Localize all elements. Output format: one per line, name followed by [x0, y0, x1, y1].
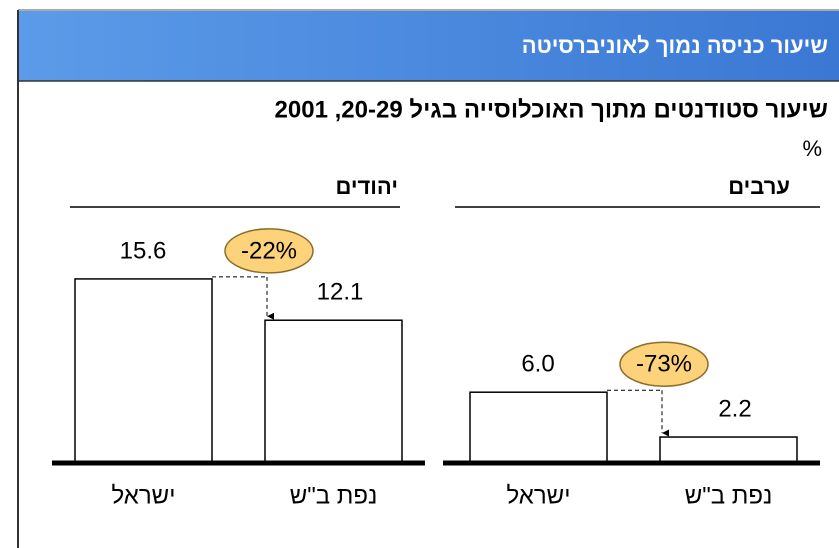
- value-label: 2.2: [718, 395, 751, 422]
- header-title: שיעור כניסה נמוך לאוניברסיטה: [522, 33, 828, 58]
- bar: [264, 319, 403, 464]
- annotation: -73%: [636, 351, 692, 378]
- value-label: 15.6: [120, 237, 167, 264]
- subtitle: שיעור סטודנטים מתוך האוכלוסייה בגיל 20-2…: [275, 96, 828, 123]
- x-tick-label: ישראל: [507, 482, 571, 509]
- bar: [469, 391, 608, 464]
- value-label: 6.0: [521, 351, 554, 378]
- value-label: 12.1: [317, 279, 364, 306]
- bar: [659, 436, 798, 464]
- header-band: [19, 11, 839, 81]
- chart-title: ערבים: [728, 174, 790, 199]
- bar: [74, 278, 213, 464]
- annotation-bubble: [619, 341, 709, 387]
- annotation: -22%: [241, 237, 297, 264]
- x-tick-label: נפת ב"ש: [290, 482, 378, 509]
- annotation-bubble: [224, 228, 314, 274]
- x-tick-label: נפת ב"ש: [685, 482, 773, 509]
- x-tick-label: ישראל: [112, 482, 176, 509]
- chart-title: יהודים: [335, 174, 398, 199]
- unit: %: [802, 136, 822, 161]
